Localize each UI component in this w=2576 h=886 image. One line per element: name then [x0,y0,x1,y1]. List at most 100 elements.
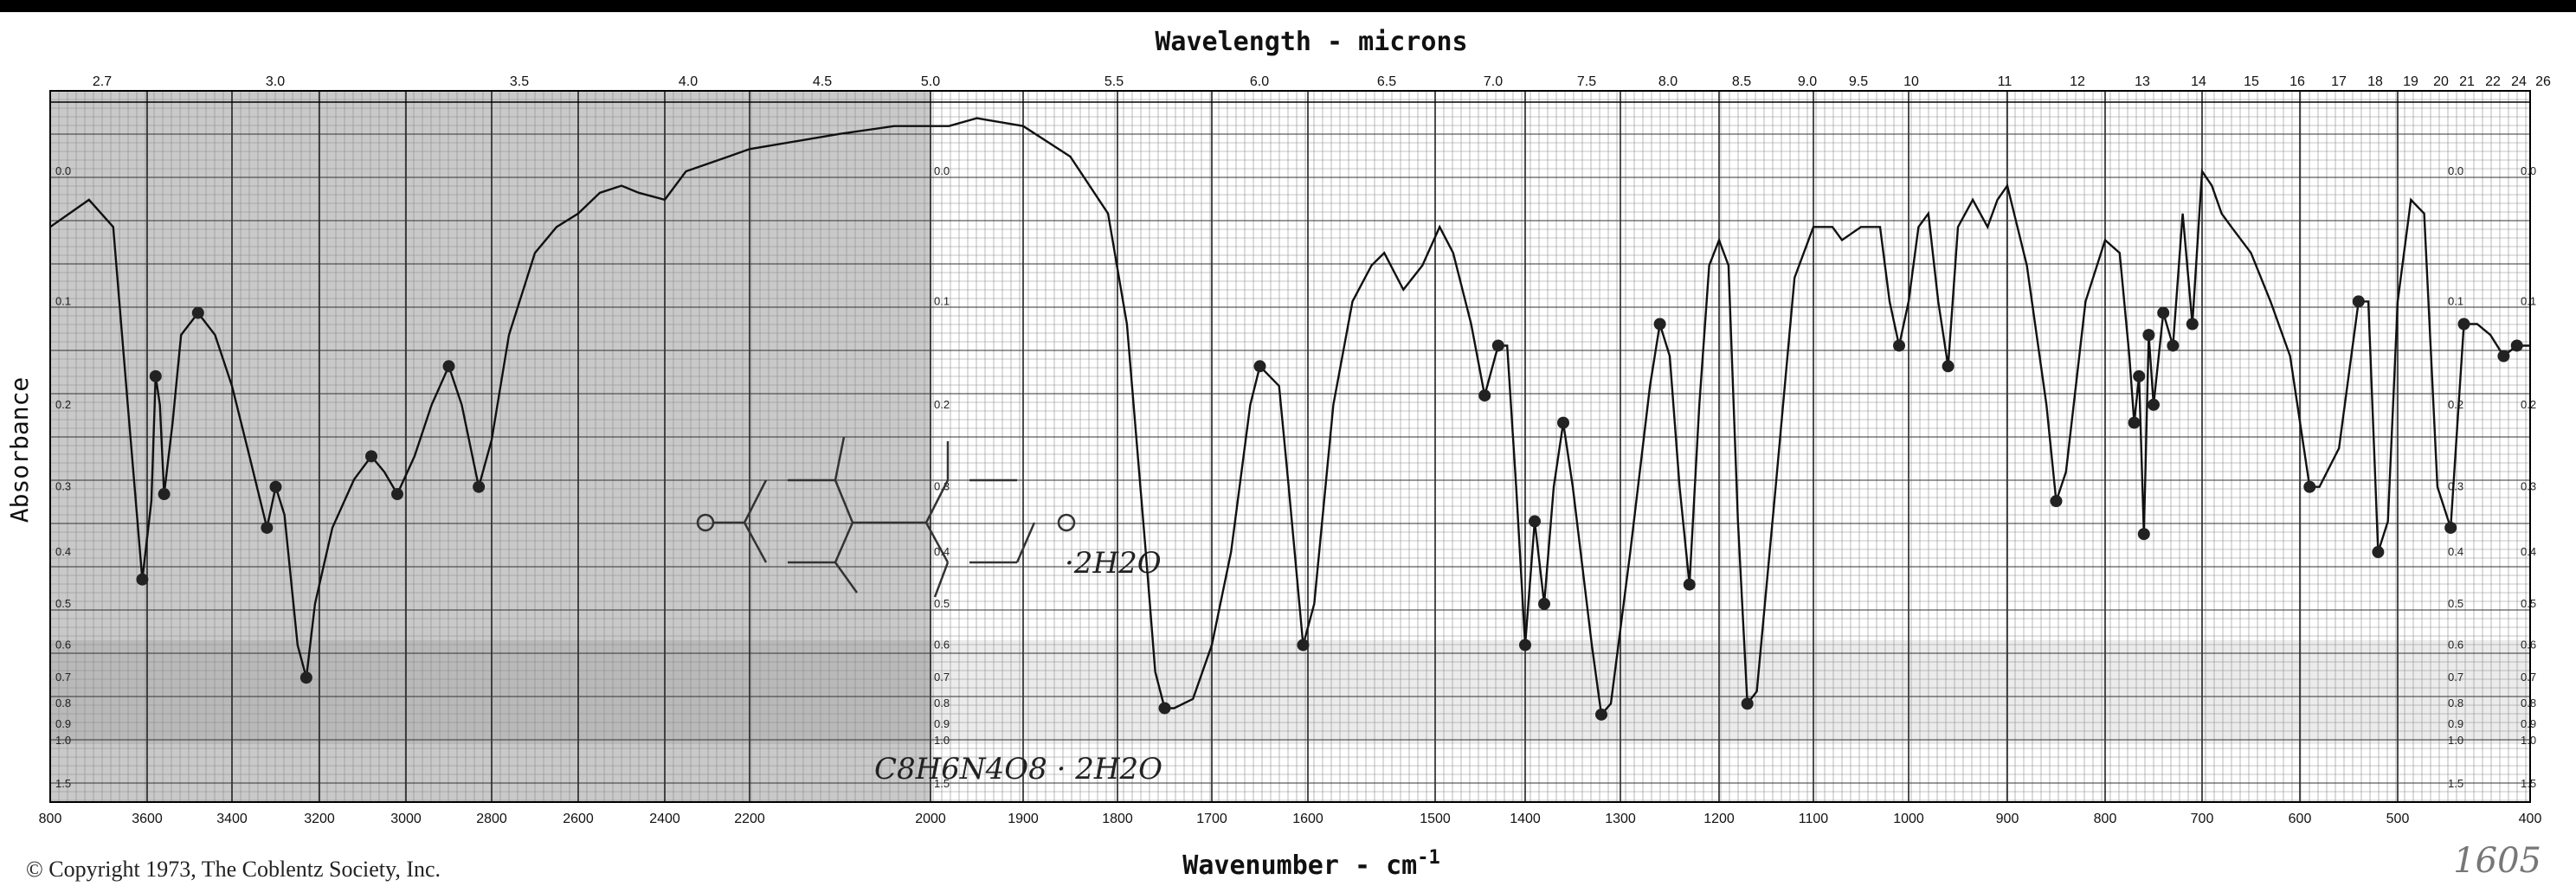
peak-marker [1519,639,1531,652]
peak-marker [473,480,486,493]
peak-marker [2510,339,2523,352]
absorbance-tick-label: 0.4 [2521,545,2536,558]
bottom-tick-label: 1900 [1008,812,1039,826]
peak-marker [2444,521,2457,534]
absorbance-tick-label: 0.1 [934,294,950,307]
top-tick-label: 4.0 [679,74,698,89]
structure-bond [834,562,859,594]
top-tick-label: 8.5 [1732,74,1751,89]
bottom-tick-label: 3600 [132,812,163,826]
absorbance-tick-label: 0.5 [2521,597,2536,610]
peak-marker [1683,578,1696,591]
absorbance-tick-label: 0.2 [2448,398,2463,411]
absorbance-tick-label: 0.6 [2448,638,2463,651]
absorbance-tick-label: 0.6 [2521,638,2536,651]
top-tick-label: 14 [2191,74,2206,89]
top-tick-label: 9.0 [1798,74,1817,89]
peak-marker [299,671,312,684]
molecular-formula: C8H6N4O8 · 2H2O [874,752,1162,786]
absorbance-tick-label: 1.0 [55,734,71,747]
absorbance-tick-label: 0.2 [2521,398,2536,411]
peak-marker [1253,360,1266,373]
top-tick-label: 3.5 [510,74,529,89]
structure-bond [743,522,768,563]
top-tick-label: 22 [2485,74,2501,89]
absorbance-tick-label: 1.5 [55,777,71,790]
absorbance-tick-label: 1.0 [934,734,950,747]
bottom-tick-label: 1600 [1292,812,1323,826]
x-axis-label: Wavenumber - cm-1 [1182,847,1439,881]
bottom-tick-label: 700 [2191,812,2214,826]
structure-atom [1057,513,1076,532]
top-tick-label: 16 [2289,74,2305,89]
peak-marker [2186,318,2199,331]
bottom-tick-label: 3000 [390,812,422,826]
chart-title: Wavelength - microns [1155,27,1467,57]
bottom-tick-label: 2600 [563,812,594,826]
top-tick-labels: 2.7 3.0 3.5 4.0 4.5 5.0 5.5 6.0 6.5 7.0 7.5 8.0 8.5 9… [93,74,2551,89]
peak-marker [1942,360,1955,373]
absorbance-tick-label: 0.1 [55,294,71,307]
bottom-tick-label: 400 [2519,812,2542,826]
peak-marker [1478,389,1491,402]
bottom-tick-labels: 800 3600 3400 3200 3000 2800 2600 2400 2200 2000 1… [39,812,2542,826]
peak-marker [1297,639,1310,652]
structure-bond [834,522,854,563]
peak-marker [391,488,403,501]
peak-marker [1538,597,1550,610]
peak-marker [2050,495,2063,508]
peak-marker [2142,329,2155,342]
bottom-tick-label: 2200 [734,812,765,826]
x-axis-label-text: Wavenumber - cm [1182,851,1417,881]
top-tick-label: 8.0 [1658,74,1678,89]
structure-atom [696,513,715,532]
absorbance-tick-label: 0.2 [55,398,71,411]
bottom-tick-label: 3400 [216,812,248,826]
absorbance-tick-label: 0.7 [2521,671,2536,684]
top-tick-label: 6.5 [1377,74,1396,89]
peak-marker [2157,306,2170,319]
bottom-tick-label: 1400 [1510,812,1541,826]
structure-bond [743,479,768,523]
structure-bond [834,436,846,481]
top-tick-label: 19 [2403,74,2418,89]
absorbance-tick-label: 0.0 [2448,164,2463,177]
absorbance-tick-labels: 0.0 0.0 0.0 0.0 0.1 0.1 0.1 0.1 0.2 0.2 0.2 0.2 0.3 0… [55,164,2536,790]
absorbance-tick-label: 0.6 [934,638,950,651]
x-axis-label-exponent: -1 [1417,847,1440,869]
structure-bond [834,479,854,523]
bottom-tick-label: 1700 [1196,812,1227,826]
lower-band [50,640,2530,744]
absorbance-tick-label: 1.5 [934,777,950,790]
bottom-tick-label: 1300 [1605,812,1636,826]
top-tick-label: 21 [2459,74,2475,89]
bottom-tick-label: 2400 [649,812,680,826]
peak-marker [149,369,162,382]
peak-marker [261,521,274,534]
absorbance-tick-label: 0.9 [2521,717,2536,730]
absorbance-tick-label: 0.7 [2448,671,2463,684]
peak-marker [1741,697,1754,710]
absorbance-tick-label: 0.3 [2448,480,2463,493]
grid-minor [50,91,2530,802]
top-tick-label: 7.0 [1484,74,1503,89]
peak-marker [2128,416,2141,429]
peak-marker [2497,350,2510,363]
structure-bond [924,522,950,563]
peak-marker [1595,708,1607,721]
absorbance-tick-label: 0.1 [2448,294,2463,307]
peak-marker [2148,398,2160,411]
absorbance-tick-label: 0.6 [55,638,71,651]
top-tick-label: 12 [2070,74,2085,89]
absorbance-tick-label: 0.9 [55,717,71,730]
absorbance-tick-label: 0.9 [934,717,950,730]
absorbance-tick-label: 0.5 [934,597,950,610]
absorbance-tick-label: 0.3 [55,480,71,493]
absorbance-tick-label: 0.1 [2521,294,2536,307]
grid-major [49,91,2531,802]
bottom-tick-label: 1800 [1102,812,1133,826]
absorbance-tick-label: 1.0 [2521,734,2536,747]
absorbance-tick-label: 1.0 [2448,734,2463,747]
bottom-tick-label: 2000 [915,812,946,826]
absorbance-tick-label: 0.4 [2448,545,2463,558]
